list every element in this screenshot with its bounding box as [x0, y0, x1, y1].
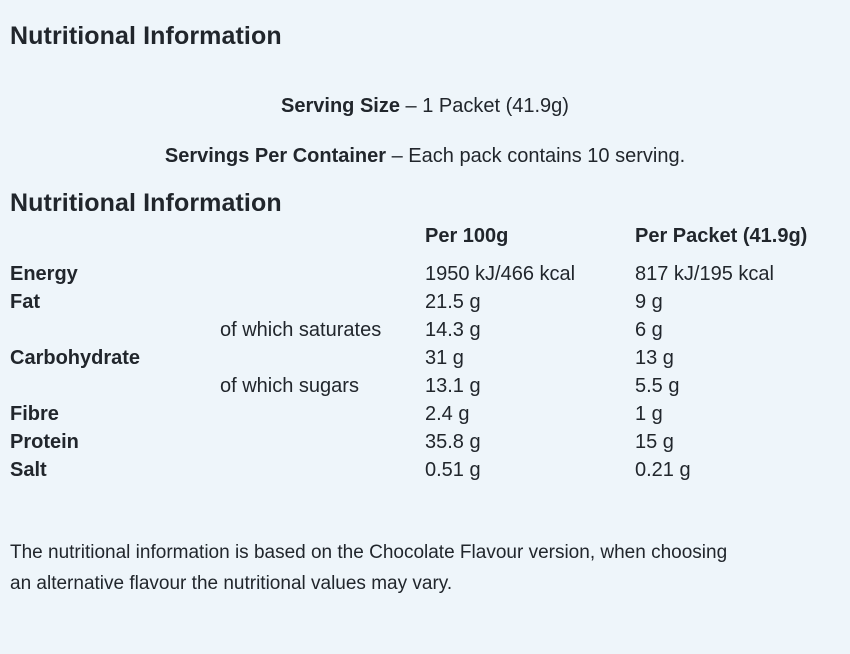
- nutrient-subname: [220, 260, 425, 288]
- nutrition-table: Per 100g Per Packet (41.9g) Energy 1950 …: [10, 222, 840, 484]
- nutrient-name: Carbohydrate: [10, 347, 141, 369]
- serving-size-separator: –: [399, 95, 423, 117]
- value-per-100g: 21.5 g: [425, 291, 481, 313]
- footnote-text: The nutritional information is based on …: [10, 542, 728, 594]
- table-row: of which sugars 13.1 g 5.5 g: [10, 372, 840, 400]
- table-title: Nutritional Information: [10, 189, 282, 217]
- value-per-packet: 0.21 g: [635, 459, 691, 481]
- table-row: Salt 0.51 g 0.21 g: [10, 456, 840, 484]
- table-row: Fibre 2.4 g 1 g: [10, 400, 840, 428]
- page-title: Nutritional Information: [10, 22, 282, 50]
- header-spacer-name: [10, 222, 220, 250]
- nutrient-name: [10, 316, 220, 344]
- value-per-packet: 13 g: [635, 347, 674, 369]
- table-row: of which saturates 14.3 g 6 g: [10, 316, 840, 344]
- servings-per-container-label: Servings Per Container: [164, 145, 387, 167]
- value-per-packet: 6 g: [635, 319, 663, 341]
- value-per-100g: 2.4 g: [425, 403, 470, 425]
- header-spacer-sub: [220, 222, 425, 250]
- nutrition-rows: Energy 1950 kJ/466 kcal 817 kJ/195 kcal …: [10, 260, 840, 484]
- nutrient-subname: of which saturates: [220, 319, 382, 341]
- table-header-row: Per 100g Per Packet (41.9g): [10, 222, 840, 250]
- servings-per-container-value: Each pack contains 10 serving.: [408, 145, 686, 167]
- serving-size-label: Serving Size: [281, 95, 400, 117]
- nutrient-name: Energy: [10, 263, 78, 285]
- nutrient-subname: [220, 400, 425, 428]
- nutrient-subname: [220, 288, 425, 316]
- value-per-100g: 14.3 g: [425, 319, 481, 341]
- nutrient-name: Salt: [10, 459, 47, 481]
- serving-size-value: 1 Packet (41.9g): [422, 95, 569, 117]
- servings-per-container-line: Servings Per Container – Each pack conta…: [10, 145, 840, 168]
- serving-size-line: Serving Size – 1 Packet (41.9g): [10, 95, 840, 118]
- nutrient-subname: [220, 344, 425, 372]
- table-row: Carbohydrate 31 g 13 g: [10, 344, 840, 372]
- table-row: Fat 21.5 g 9 g: [10, 288, 840, 316]
- value-per-100g: 1950 kJ/466 kcal: [425, 263, 576, 285]
- nutrient-name: [10, 372, 220, 400]
- nutrient-name: Fat: [10, 291, 40, 313]
- table-row: Protein 35.8 g 15 g: [10, 428, 840, 456]
- column-header-per-100g: Per 100g: [425, 225, 509, 247]
- value-per-100g: 35.8 g: [425, 431, 481, 453]
- value-per-packet: 5.5 g: [635, 375, 680, 397]
- nutrient-name: Fibre: [10, 403, 59, 425]
- table-row: Energy 1950 kJ/466 kcal 817 kJ/195 kcal: [10, 260, 840, 288]
- value-per-100g: 0.51 g: [425, 459, 481, 481]
- nutrient-subname: of which sugars: [220, 375, 359, 397]
- nutrient-subname: [220, 428, 425, 456]
- value-per-100g: 31 g: [425, 347, 464, 369]
- servings-per-container-separator: –: [386, 145, 409, 167]
- column-header-per-packet: Per Packet (41.9g): [635, 225, 808, 247]
- nutrient-name: Protein: [10, 431, 79, 453]
- value-per-packet: 15 g: [635, 431, 674, 453]
- value-per-packet: 9 g: [635, 291, 663, 313]
- value-per-packet: 1 g: [635, 403, 663, 425]
- value-per-100g: 13.1 g: [425, 375, 481, 397]
- value-per-packet: 817 kJ/195 kcal: [635, 263, 774, 285]
- nutrient-subname: [220, 456, 425, 484]
